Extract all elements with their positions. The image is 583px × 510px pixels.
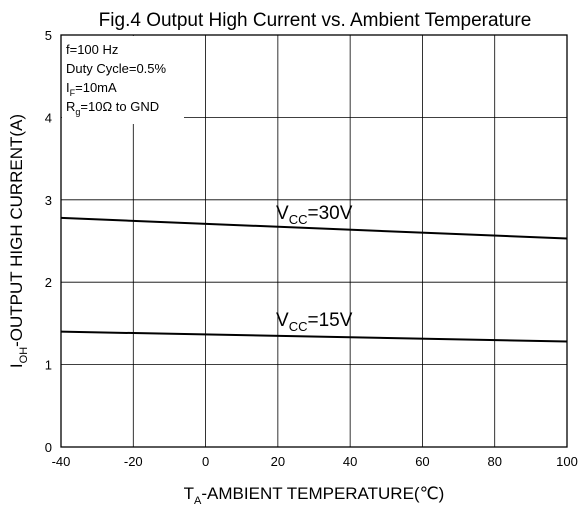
y-tick-label: 5 — [45, 28, 52, 43]
series-label-main: V — [276, 203, 289, 224]
y-tick-label: 2 — [45, 275, 52, 290]
y-tick-label: 3 — [45, 193, 52, 208]
condition-sub: g — [75, 107, 80, 117]
y-axis-label: IOH-OUTPUT HIGH CURRENT(A) — [7, 114, 30, 368]
y-axis-label-main: I — [7, 363, 26, 368]
series-label: VCC=15V — [276, 310, 353, 334]
series-label-rest: =30V — [307, 203, 352, 224]
grid-layer — [61, 35, 567, 447]
x-tick-label: -20 — [124, 454, 143, 469]
x-tick-label: 80 — [487, 454, 501, 469]
condition-line: IF=10mA — [66, 80, 117, 98]
condition-line: Duty Cycle=0.5% — [66, 61, 167, 76]
plot-frame — [60, 34, 568, 448]
x-tick-label: 100 — [556, 454, 578, 469]
y-tick-label: 0 — [45, 440, 52, 455]
x-axis-label-rest: -AMBIENT TEMPERATURE(℃) — [201, 484, 444, 503]
condition-main: R — [66, 99, 75, 114]
condition-sub: F — [70, 88, 76, 98]
x-tick-labels: -40 -20 0 20 40 60 80 100 — [52, 454, 578, 469]
x-tick-label: 60 — [415, 454, 429, 469]
condition-rest: =10Ω to GND — [80, 99, 159, 114]
series-label: VCC=30V — [276, 203, 353, 227]
x-tick-label: 0 — [202, 454, 209, 469]
x-tick-label: 40 — [343, 454, 357, 469]
condition-line: Rg=10Ω to GND — [66, 99, 159, 117]
y-axis-label-rest: -OUTPUT HIGH CURRENT(A) — [7, 114, 26, 347]
x-axis-label: TA-AMBIENT TEMPERATURE(℃) — [184, 484, 445, 507]
series-line — [60, 216, 568, 240]
x-axis-label-main: T — [184, 484, 194, 503]
x-tick-label: 20 — [271, 454, 285, 469]
series-line — [60, 330, 568, 343]
x-axis-label-sub: A — [194, 495, 202, 507]
condition-line: f=100 Hz — [66, 42, 118, 57]
condition-main: I — [66, 80, 70, 95]
chart-title: Fig.4 Output High Current vs. Ambient Te… — [99, 10, 532, 31]
condition-rest: =10mA — [75, 80, 117, 95]
series-label-rest: =15V — [307, 310, 352, 331]
y-tick-label: 4 — [45, 110, 52, 125]
y-axis-label-sub: OH — [18, 347, 30, 364]
y-tick-labels: 0 1 2 3 4 5 — [45, 28, 52, 455]
x-tick-label: -40 — [52, 454, 71, 469]
condition-main: f=100 Hz — [66, 42, 118, 57]
condition-main: Duty Cycle=0.5% — [66, 61, 167, 76]
y-tick-label: 1 — [45, 358, 52, 373]
series-label-sub: CC — [289, 212, 308, 227]
condition-background — [62, 36, 184, 124]
series-label-main: V — [276, 310, 289, 331]
series-label-sub: CC — [289, 319, 308, 334]
